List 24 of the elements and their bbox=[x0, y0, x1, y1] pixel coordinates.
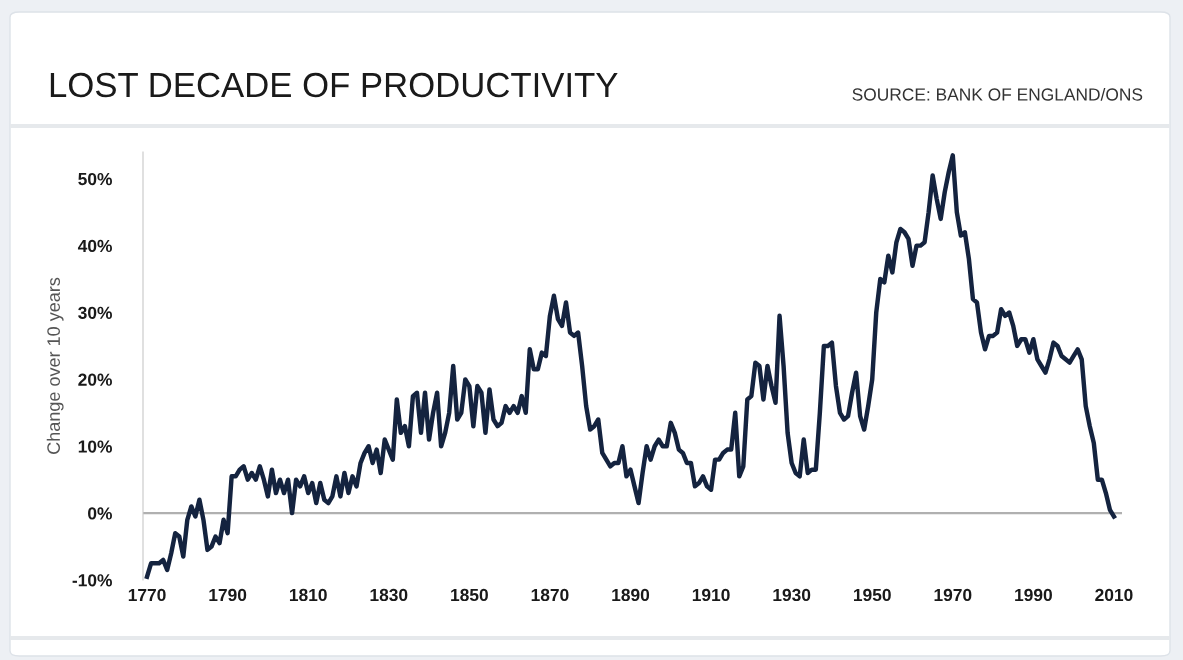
x-tick-label: 1930 bbox=[773, 588, 811, 602]
x-tick-label: 1950 bbox=[854, 588, 891, 602]
y-tick-label: 50% bbox=[78, 172, 112, 186]
y-tick-label: 30% bbox=[78, 306, 112, 319]
y-tick-label: -10% bbox=[72, 574, 112, 587]
x-tick-label: 1790 bbox=[209, 588, 247, 602]
x-tick-label: 1970 bbox=[934, 588, 972, 602]
chart-title: LOST DECADE OF PRODUCTIVITY bbox=[50, 72, 618, 98]
y-tick-label: 40% bbox=[77, 239, 112, 253]
y-axis-title: Change over 10 years bbox=[46, 277, 64, 454]
x-tick-label: 1850 bbox=[451, 588, 488, 602]
x-tick-label: 1770 bbox=[128, 588, 166, 602]
x-tick-label: 1830 bbox=[370, 588, 408, 602]
y-tick-label: 10% bbox=[78, 440, 112, 453]
x-tick-label: 1890 bbox=[612, 588, 650, 602]
source-note: SOURCE: BANK OF ENGLAND/ONS bbox=[852, 87, 1143, 101]
x-tick-label: 1990 bbox=[1015, 588, 1052, 602]
x-tick-label: 2010 bbox=[1095, 588, 1133, 602]
x-tick-label: 1870 bbox=[531, 588, 569, 602]
y-tick-label: 0% bbox=[88, 507, 112, 520]
x-tick-label: 1810 bbox=[289, 588, 327, 602]
x-tick-label: 1910 bbox=[692, 588, 730, 602]
y-tick-label: 20% bbox=[78, 373, 112, 386]
line-series bbox=[144, 153, 1117, 579]
